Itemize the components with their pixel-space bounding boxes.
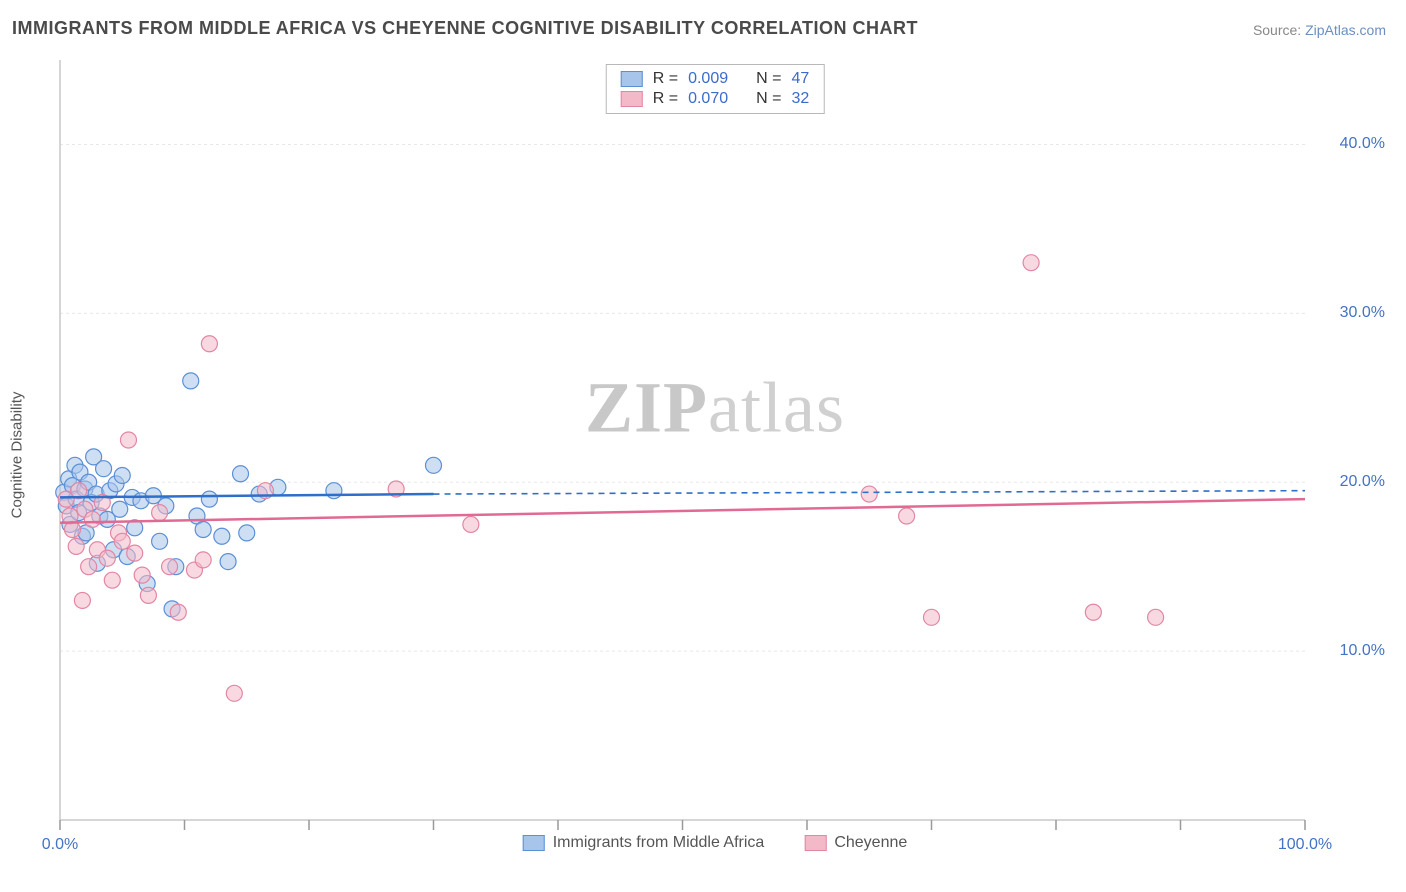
x-tick-label: 100.0%	[1278, 836, 1332, 854]
scatter-chart	[45, 60, 1385, 850]
series-swatch	[621, 91, 643, 107]
legend-label: Immigrants from Middle Africa	[553, 834, 765, 852]
legend-item: Immigrants from Middle Africa	[523, 834, 765, 852]
legend-label: Cheyenne	[834, 834, 907, 852]
legend-item: Cheyenne	[804, 834, 907, 852]
stat-r-label: R =	[653, 70, 678, 88]
y-tick-label: 10.0%	[1340, 642, 1385, 660]
source-attribution: Source: ZipAtlas.com	[1253, 22, 1386, 38]
stats-legend-box: R = 0.009 N = 47 R = 0.070 N = 32	[606, 64, 825, 114]
stat-n-label: N =	[756, 90, 781, 108]
y-tick-label: 40.0%	[1340, 135, 1385, 153]
stats-row: R = 0.070 N = 32	[621, 89, 810, 109]
y-tick-label: 20.0%	[1340, 473, 1385, 491]
stat-n-label: N =	[756, 70, 781, 88]
stat-r-label: R =	[653, 90, 678, 108]
source-prefix: Source:	[1253, 22, 1305, 38]
series-swatch	[621, 71, 643, 87]
x-tick-label: 0.0%	[42, 836, 78, 854]
legend-swatch	[804, 835, 826, 851]
bottom-legend: Immigrants from Middle Africa Cheyenne	[523, 834, 908, 852]
y-tick-label: 30.0%	[1340, 304, 1385, 322]
stat-r-value: 0.070	[688, 90, 728, 108]
stats-row: R = 0.009 N = 47	[621, 69, 810, 89]
chart-title: IMMIGRANTS FROM MIDDLE AFRICA VS CHEYENN…	[12, 18, 918, 39]
stat-n-value: 32	[791, 90, 809, 108]
chart-container: Cognitive Disability ZIPatlas R =0.009N …	[45, 60, 1385, 850]
stat-n-value: 47	[791, 70, 809, 88]
source-link[interactable]: ZipAtlas.com	[1305, 22, 1386, 38]
y-axis-label: Cognitive Disability	[9, 392, 26, 519]
stat-r-value: 0.009	[688, 70, 728, 88]
legend-swatch	[523, 835, 545, 851]
